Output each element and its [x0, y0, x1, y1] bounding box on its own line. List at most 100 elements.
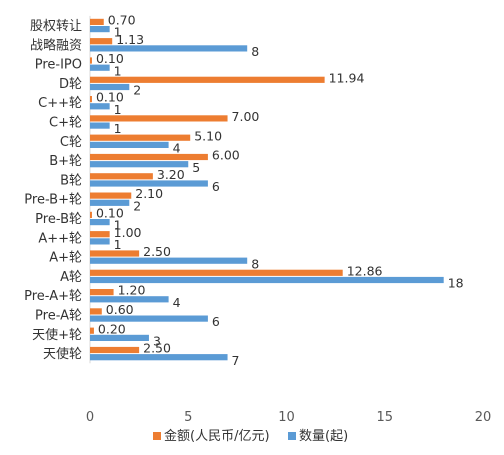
- category-label: Pre-IPO: [35, 58, 82, 73]
- count-bar: [90, 180, 208, 187]
- count-value-label: 1: [114, 25, 122, 40]
- count-value-label: 1: [114, 63, 122, 78]
- amount-bar: [90, 18, 104, 25]
- amount-bar: [90, 231, 110, 238]
- category-label: Pre-B+轮: [24, 193, 82, 208]
- amount-bar: [90, 153, 208, 161]
- count-bar: [90, 296, 169, 303]
- amount-value-label: 0.10: [96, 51, 124, 66]
- count-value-label: 2: [133, 83, 141, 98]
- amount-value-label: 12.86: [347, 263, 383, 278]
- count-value-label: 1: [114, 237, 122, 252]
- amount-value-label: 1.00: [114, 225, 142, 240]
- amount-value-label: 0.20: [98, 321, 126, 336]
- count-bar: [90, 276, 444, 284]
- amount-value-label: 0.60: [106, 302, 134, 317]
- category-label: C轮: [60, 135, 82, 150]
- x-tick-label: 15: [376, 410, 393, 425]
- amount-value-label: 3.20: [157, 167, 185, 182]
- count-bar: [90, 26, 110, 33]
- amount-value-label: 7.00: [232, 109, 260, 124]
- count-value-label: 1: [114, 218, 122, 233]
- amount-bar: [90, 134, 191, 141]
- amount-value-label: 0.10: [96, 206, 124, 221]
- count-value-label: 6: [212, 179, 220, 194]
- amount-bar: [90, 269, 343, 276]
- count-bar: [90, 334, 149, 341]
- amount-value-label: 1.20: [118, 283, 146, 298]
- legend-swatch-amount: [153, 432, 161, 440]
- count-value-label: 4: [173, 295, 181, 310]
- amount-value-label: 0.10: [96, 90, 124, 105]
- category-label: 天使+轮: [32, 327, 82, 343]
- amount-value-label: 6.00: [212, 148, 240, 163]
- amount-bar: [90, 346, 140, 354]
- amount-bar: [90, 192, 132, 199]
- amount-value-label: 11.94: [329, 70, 365, 85]
- amount-bar: [90, 308, 102, 315]
- amount-bar: [90, 96, 92, 103]
- count-value-label: 6: [212, 314, 220, 329]
- legend-swatch-count: [288, 432, 296, 440]
- category-label: B轮: [60, 173, 82, 188]
- amount-value-label: 0.70: [108, 13, 136, 28]
- category-label: C++轮: [38, 96, 82, 111]
- count-value-label: 5: [192, 160, 200, 175]
- count-value-label: 4: [173, 141, 181, 156]
- amount-bar: [90, 115, 228, 122]
- count-bar: [90, 122, 110, 129]
- x-tick-label: 0: [86, 410, 94, 425]
- amount-bar: [90, 57, 92, 64]
- count-bar: [90, 64, 110, 71]
- amount-bar: [90, 38, 113, 45]
- count-value-label: 8: [251, 256, 259, 271]
- amount-value-label: 2.10: [135, 186, 163, 201]
- category-label: Pre-A+轮: [24, 289, 82, 304]
- count-value-label: 8: [251, 44, 259, 59]
- x-tick-label: 10: [278, 410, 295, 425]
- amount-bar: [90, 173, 153, 180]
- count-bar: [90, 141, 169, 148]
- amount-bar: [90, 211, 92, 218]
- category-label: A+轮: [49, 251, 82, 266]
- category-label: Pre-B轮: [35, 212, 82, 227]
- category-label: B+轮: [49, 154, 82, 169]
- amount-bar: [90, 289, 114, 296]
- amount-bar: [90, 76, 325, 83]
- count-bar: [90, 315, 208, 322]
- category-label: Pre-A轮: [35, 309, 82, 324]
- count-value-label: 1: [114, 102, 122, 117]
- count-bar: [90, 257, 248, 264]
- amount-bar: [90, 250, 140, 257]
- x-tick-label: 20: [475, 410, 492, 425]
- category-label: A++轮: [38, 231, 82, 246]
- count-bar: [90, 199, 130, 206]
- legend-label-count: 数量(起): [299, 429, 348, 444]
- count-value-label: 18: [448, 276, 464, 291]
- count-bar: [90, 83, 130, 91]
- category-label: A轮: [60, 270, 82, 285]
- category-label: 战略融资: [30, 37, 82, 53]
- amount-value-label: 2.50: [143, 244, 171, 259]
- count-value-label: 3: [153, 334, 161, 349]
- amount-value-label: 1.13: [116, 32, 144, 47]
- category-label: C+轮: [49, 116, 82, 131]
- count-bar: [90, 103, 110, 110]
- category-label: D轮: [59, 77, 82, 92]
- count-bar: [90, 219, 110, 226]
- category-label: 天使轮: [43, 346, 82, 362]
- amount-value-label: 5.10: [194, 128, 222, 143]
- x-tick-label: 5: [184, 410, 192, 425]
- count-bar: [90, 45, 248, 52]
- count-value-label: 2: [133, 198, 141, 213]
- amount-bar: [90, 327, 94, 334]
- count-value-label: 7: [232, 353, 240, 368]
- amount-value-label: 2.50: [143, 341, 171, 356]
- count-value-label: 1: [114, 121, 122, 136]
- category-label: 股权转让: [30, 18, 82, 34]
- count-bar: [90, 354, 228, 361]
- legend-label-amount: 金额(人民币/亿元): [164, 428, 270, 444]
- count-bar: [90, 161, 189, 168]
- count-bar: [90, 238, 110, 245]
